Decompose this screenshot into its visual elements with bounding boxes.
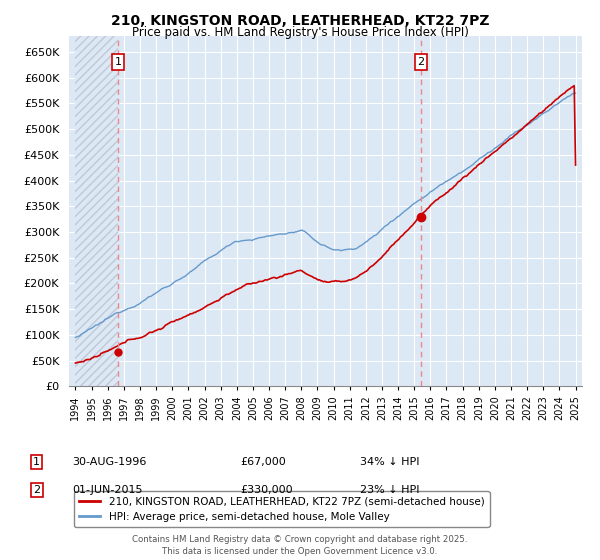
Text: 1: 1 [115,57,122,67]
Text: 1: 1 [33,457,40,467]
Text: £67,000: £67,000 [240,457,286,467]
Text: 210, KINGSTON ROAD, LEATHERHEAD, KT22 7PZ: 210, KINGSTON ROAD, LEATHERHEAD, KT22 7P… [111,14,489,28]
Text: Price paid vs. HM Land Registry's House Price Index (HPI): Price paid vs. HM Land Registry's House … [131,26,469,39]
Text: £330,000: £330,000 [240,485,293,495]
Text: 2: 2 [418,57,425,67]
Text: 23% ↓ HPI: 23% ↓ HPI [360,485,419,495]
Text: 34% ↓ HPI: 34% ↓ HPI [360,457,419,467]
Bar [76,36,118,386]
Legend: 210, KINGSTON ROAD, LEATHERHEAD, KT22 7PZ (semi-detached house), HPI: Average pr: 210, KINGSTON ROAD, LEATHERHEAD, KT22 7P… [74,491,490,527]
Text: 01-JUN-2015: 01-JUN-2015 [72,485,143,495]
Text: 30-AUG-1996: 30-AUG-1996 [72,457,146,467]
Bar [76,36,118,386]
Text: 2: 2 [33,485,40,495]
Text: Contains HM Land Registry data © Crown copyright and database right 2025.
This d: Contains HM Land Registry data © Crown c… [132,535,468,556]
